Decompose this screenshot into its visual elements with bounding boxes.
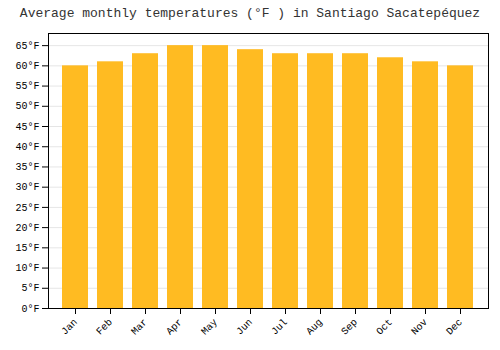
svg-text:25°F: 25°F (15, 203, 39, 214)
svg-text:0°F: 0°F (21, 304, 39, 315)
svg-text:Dec: Dec (444, 317, 465, 338)
svg-text:Jul: Jul (269, 317, 290, 338)
svg-text:40°F: 40°F (15, 142, 39, 153)
svg-text:10°F: 10°F (15, 263, 39, 274)
svg-text:Apr: Apr (164, 317, 185, 338)
svg-text:45°F: 45°F (15, 122, 39, 133)
svg-text:Jun: Jun (234, 317, 255, 338)
svg-text:Oct: Oct (374, 317, 395, 338)
svg-text:35°F: 35°F (15, 162, 39, 173)
svg-text:15°F: 15°F (15, 243, 39, 254)
svg-text:Aug: Aug (304, 317, 325, 338)
svg-text:30°F: 30°F (15, 182, 39, 193)
svg-text:65°F: 65°F (15, 41, 39, 52)
svg-text:Feb: Feb (94, 317, 115, 338)
svg-text:Nov: Nov (409, 317, 430, 338)
svg-text:May: May (199, 317, 220, 338)
svg-text:60°F: 60°F (15, 61, 39, 72)
html-text:Average monthly temperatures (: Average monthly temperatures (°F ) in Sa… (19, 6, 481, 21)
svg-text:Sep: Sep (339, 317, 360, 338)
svg-text:50°F: 50°F (15, 101, 39, 112)
svg-text:55°F: 55°F (15, 81, 39, 92)
svg-text:Jan: Jan (59, 317, 80, 338)
svg-text:Mar: Mar (129, 317, 150, 338)
svg-text:5°F: 5°F (21, 283, 39, 294)
svg-text:20°F: 20°F (15, 223, 39, 234)
